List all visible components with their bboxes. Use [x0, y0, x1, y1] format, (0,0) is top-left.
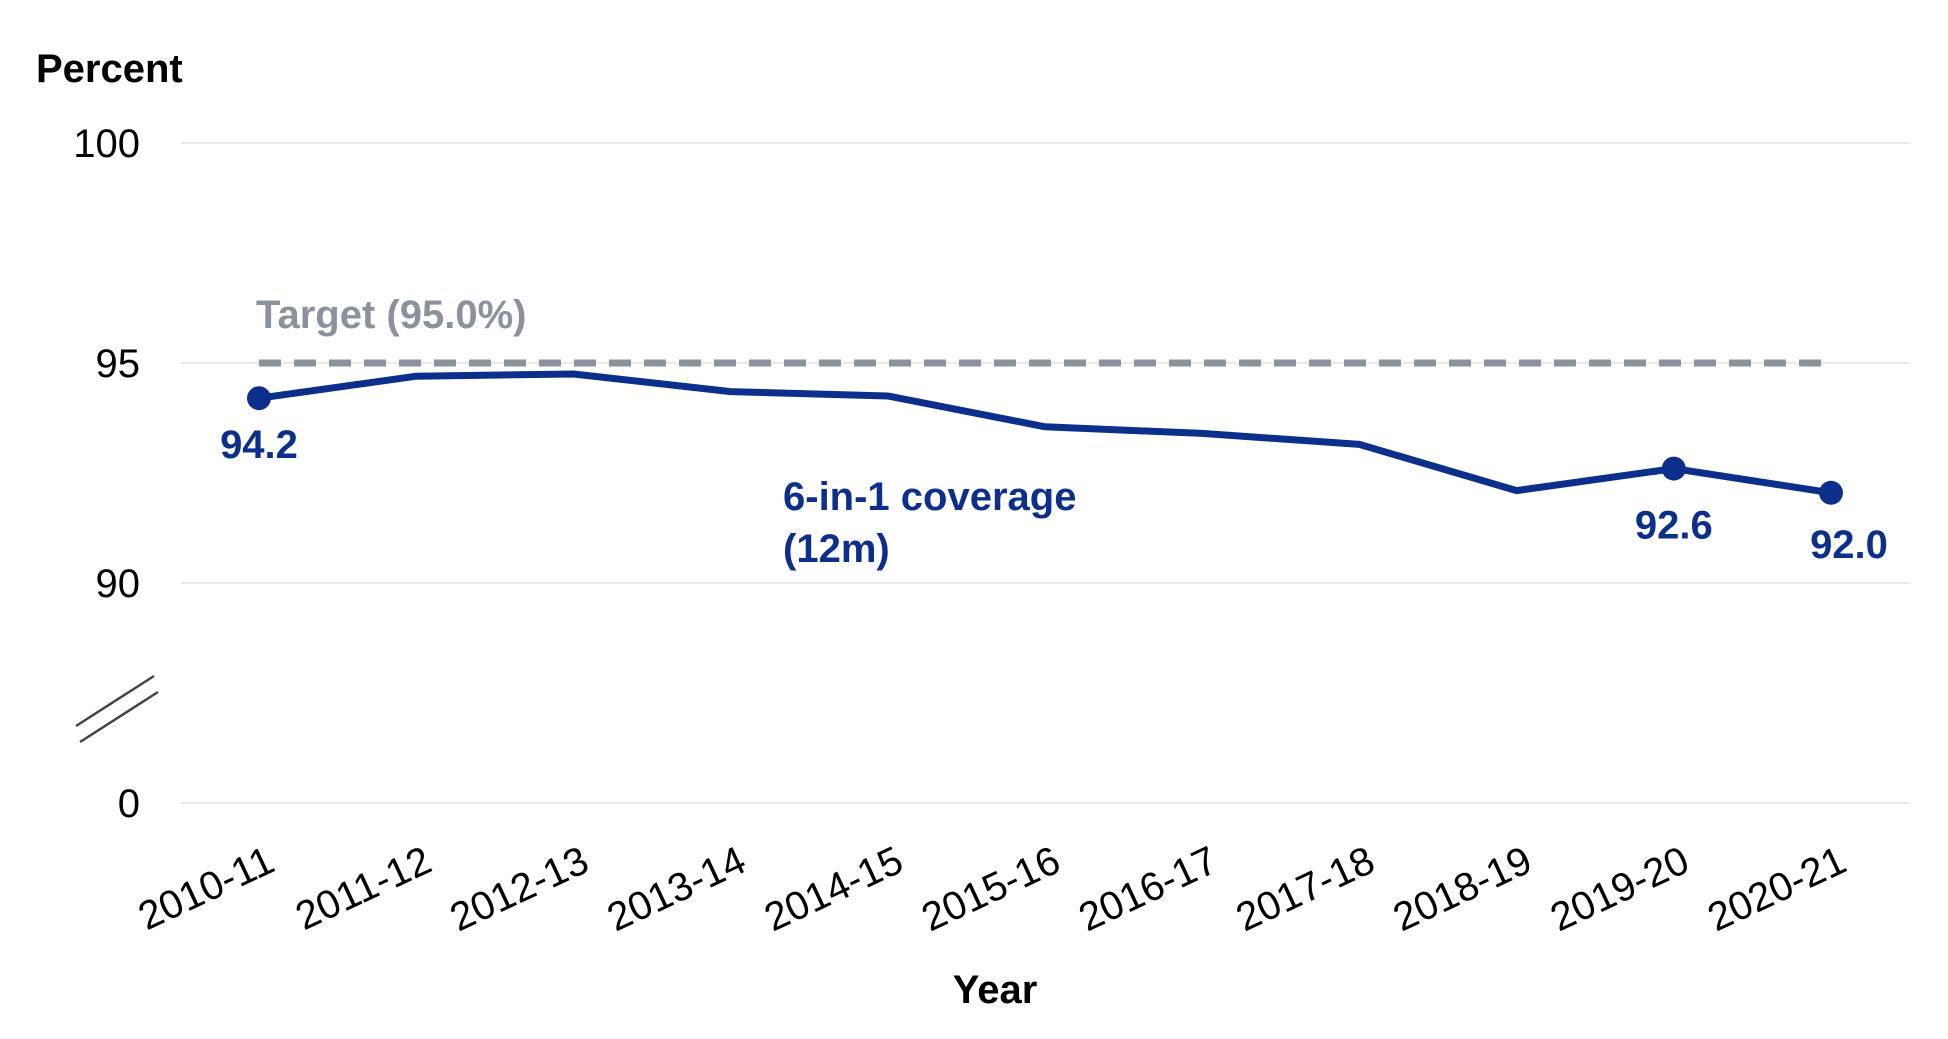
y-axis-title: Percent [36, 47, 183, 91]
data-label: 92.0 [1810, 523, 1888, 567]
target-label: Target (95.0%) [256, 293, 526, 337]
x-tick-label: 2017-18 [1230, 838, 1382, 940]
series-group: 94.2 92.6 92.0 6-in-1 coverage (12m) [220, 370, 1888, 571]
x-tick-label: 2013-14 [601, 838, 753, 940]
x-tick-label: 2010-11 [132, 838, 281, 939]
x-tick-label: 2011-12 [289, 838, 438, 939]
y-axis-ticks: 0 90 95 100 [73, 122, 140, 826]
x-axis-ticks: 2010-11 2011-12 2012-13 2013-14 2014-15 2015-… [132, 838, 1853, 940]
data-label: 92.6 [1635, 504, 1713, 548]
x-tick-label: 2020-21 [1701, 838, 1853, 940]
data-label: 94.2 [220, 423, 298, 467]
y-tick-label: 95 [96, 342, 141, 386]
x-tick-label: 2018-19 [1387, 838, 1539, 940]
axis-break-icon [75, 674, 159, 744]
x-tick-label: 2015-16 [915, 838, 1067, 940]
x-tick-label: 2019-20 [1544, 838, 1696, 940]
data-point-marker [247, 386, 271, 411]
x-tick-label: 2014-15 [758, 838, 910, 940]
x-tick-label: 2016-17 [1072, 838, 1224, 940]
y-tick-label: 0 [118, 782, 140, 826]
y-tick-label: 100 [73, 122, 140, 166]
data-point-marker [1819, 480, 1843, 505]
data-point-marker [1661, 456, 1686, 481]
target-group: Target (95.0%) [256, 293, 1831, 367]
series-label: 6-in-1 coverage (12m) [783, 475, 1076, 571]
series-line [255, 370, 1835, 497]
y-tick-label: 90 [96, 562, 141, 606]
x-tick-label: 2012-13 [444, 838, 596, 940]
x-axis-title: Year [953, 968, 1038, 1012]
